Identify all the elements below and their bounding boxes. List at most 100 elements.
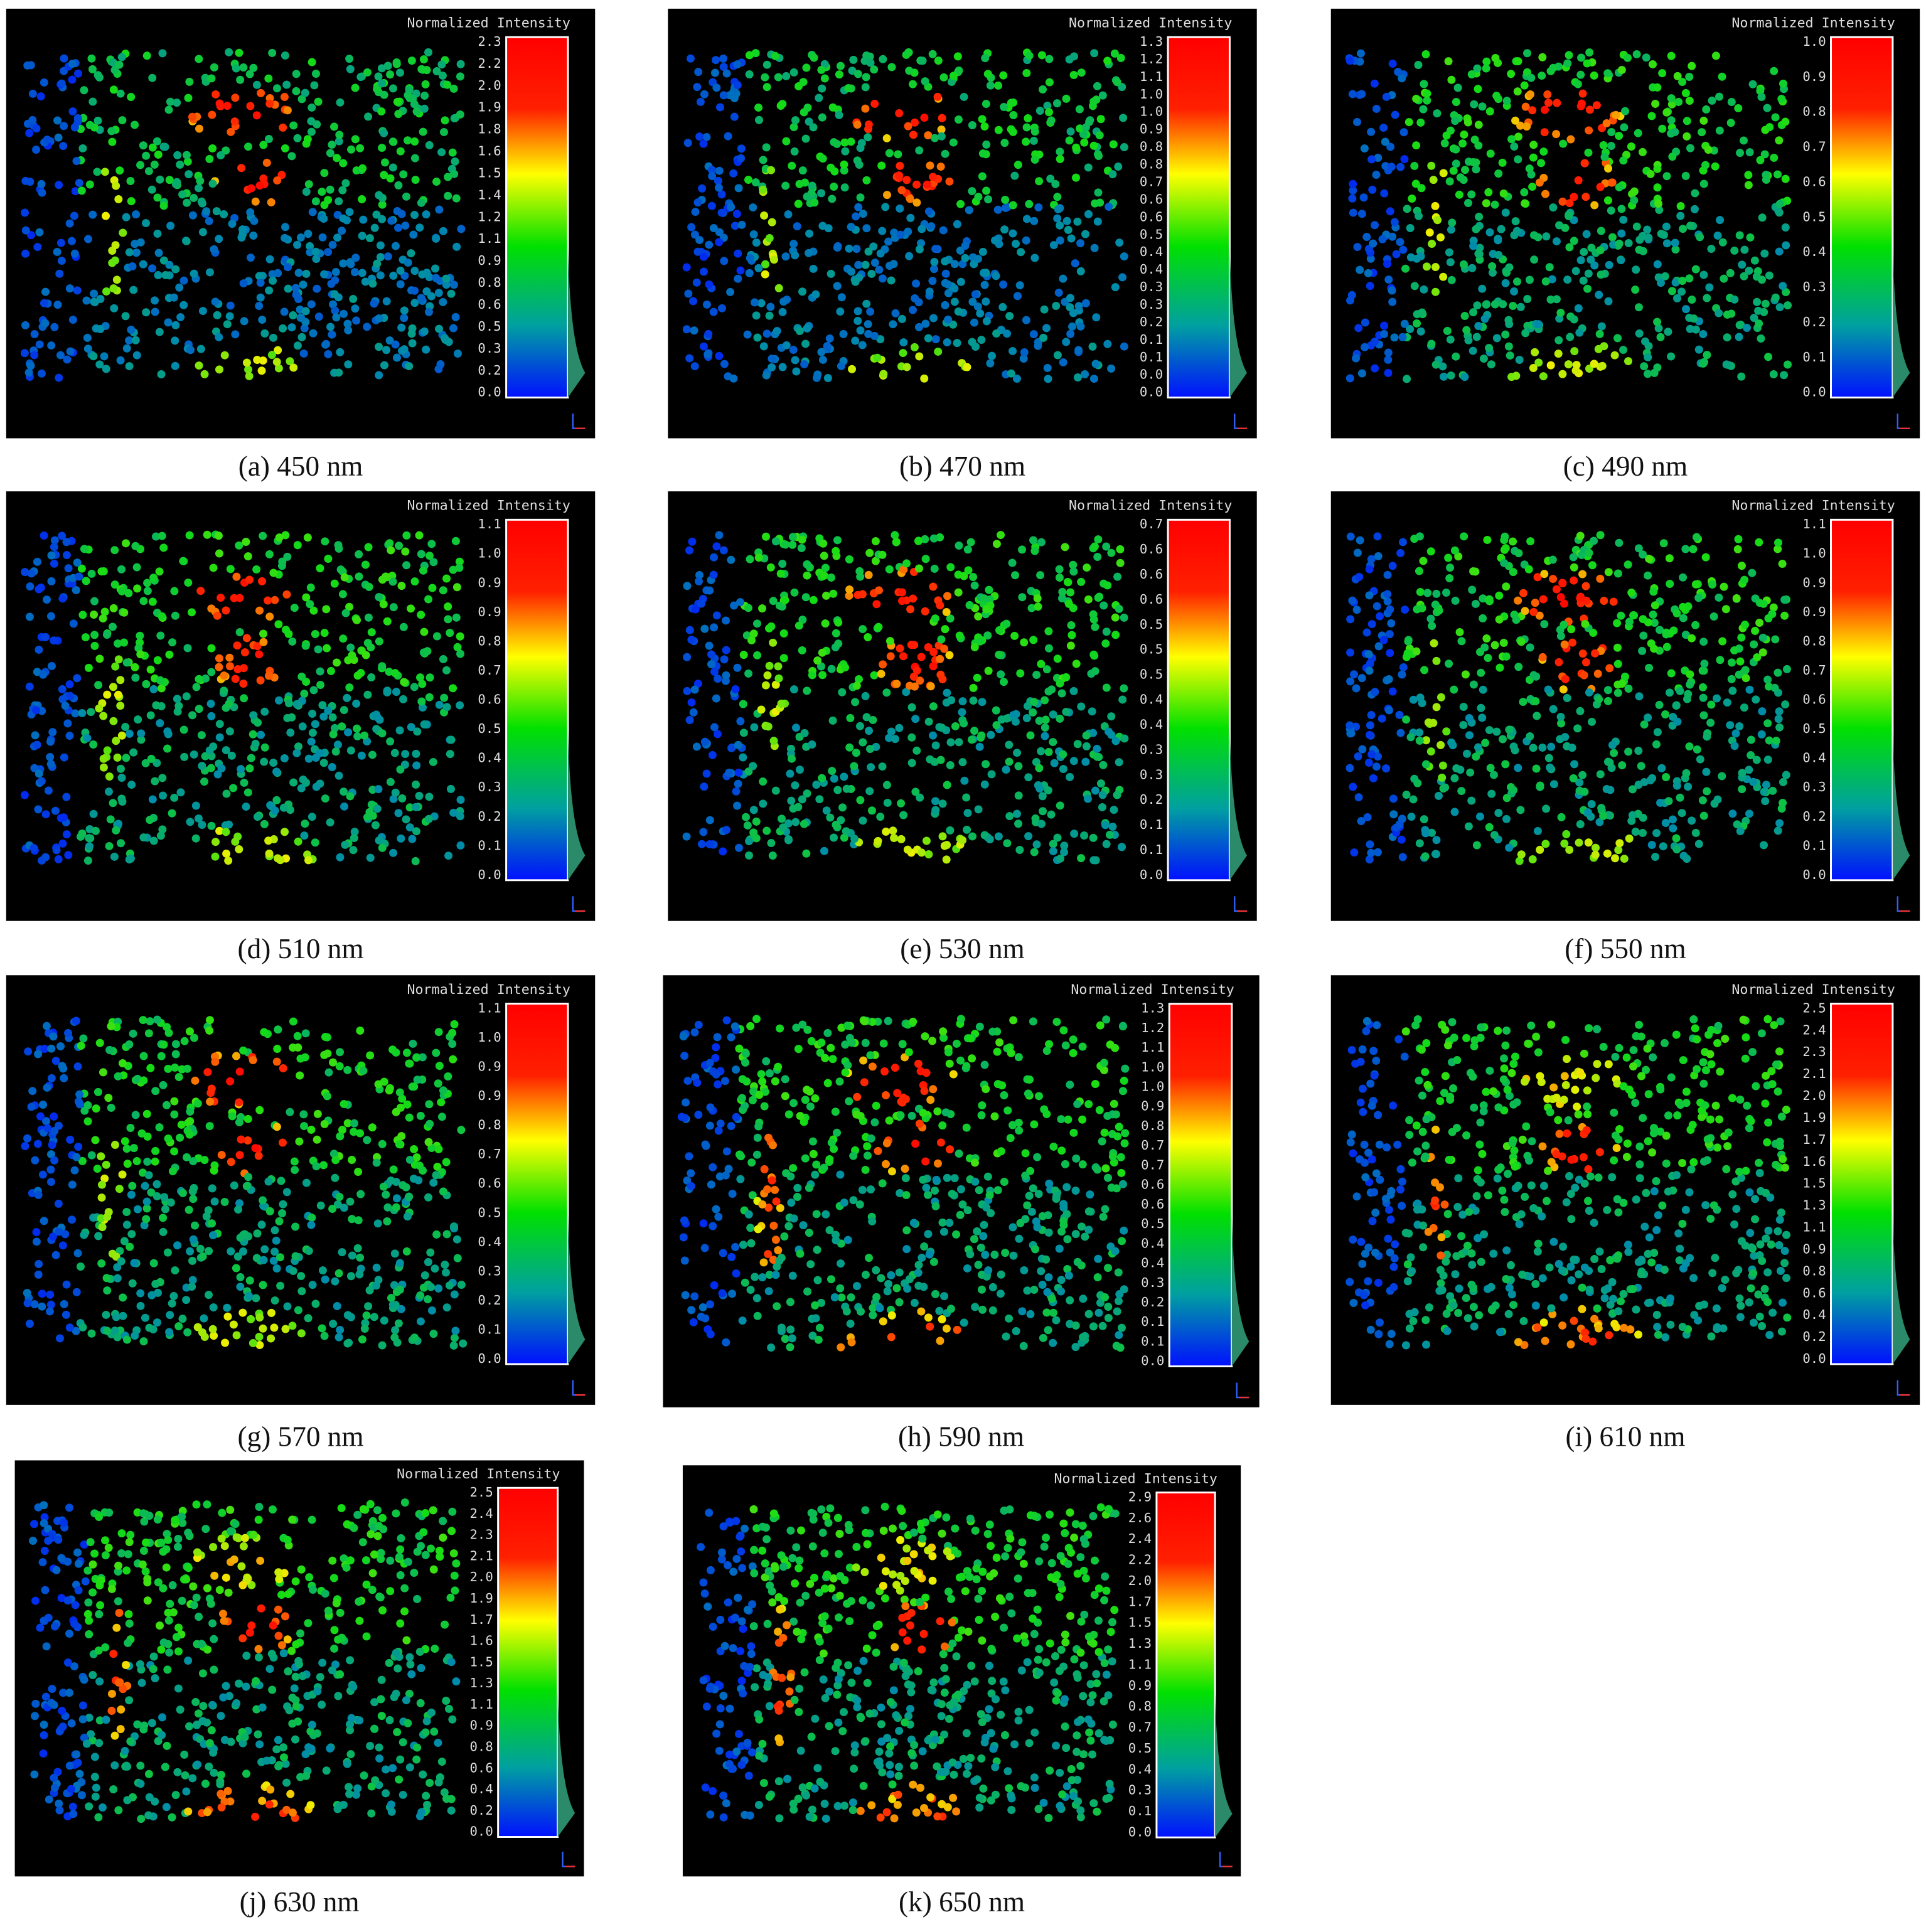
point	[1374, 642, 1383, 651]
point	[225, 662, 234, 671]
point	[417, 198, 425, 207]
point	[358, 232, 366, 240]
point	[292, 749, 301, 757]
point	[1446, 563, 1455, 572]
point	[290, 604, 299, 612]
point	[1045, 55, 1054, 63]
point	[840, 833, 848, 842]
point	[122, 1145, 131, 1153]
point	[746, 555, 754, 563]
point	[201, 752, 210, 761]
point	[1049, 738, 1057, 747]
point	[1080, 831, 1089, 840]
point	[60, 54, 68, 63]
point	[1570, 576, 1578, 585]
point	[25, 1320, 34, 1328]
colorbar-tick-label: 0.0	[478, 867, 501, 882]
point	[1558, 579, 1567, 587]
point	[1452, 764, 1461, 772]
point	[1073, 217, 1082, 226]
point	[1757, 275, 1766, 284]
point	[352, 699, 361, 708]
point	[1511, 217, 1520, 226]
point	[976, 637, 985, 646]
point	[1042, 665, 1051, 674]
point	[1686, 221, 1695, 230]
point	[1033, 594, 1042, 603]
point	[250, 216, 259, 225]
point	[1615, 183, 1624, 191]
point	[803, 104, 812, 112]
point	[1478, 713, 1487, 722]
point	[247, 754, 255, 762]
point	[1505, 843, 1514, 852]
point	[1513, 277, 1522, 286]
point	[1502, 582, 1511, 591]
point	[225, 48, 233, 56]
point	[423, 647, 432, 656]
point	[912, 746, 921, 755]
point	[367, 628, 376, 637]
point	[307, 737, 316, 746]
point	[1366, 840, 1374, 849]
point	[990, 236, 999, 245]
colorbar-tick-label: 0.2	[1140, 792, 1163, 807]
point	[853, 316, 862, 325]
point	[938, 799, 947, 808]
point	[456, 649, 465, 658]
point	[1015, 281, 1024, 290]
point	[282, 590, 291, 599]
point	[395, 542, 404, 550]
point	[131, 120, 139, 129]
point-cloud	[682, 48, 1128, 383]
point	[402, 561, 411, 570]
point	[1490, 641, 1499, 649]
point	[370, 1313, 378, 1321]
point	[1581, 658, 1590, 667]
point	[402, 531, 411, 540]
point	[963, 545, 972, 554]
point	[1755, 319, 1763, 328]
point	[1479, 685, 1487, 694]
point	[388, 84, 397, 93]
point	[833, 786, 842, 794]
point	[159, 201, 168, 210]
point	[1568, 638, 1577, 647]
point	[1415, 839, 1424, 848]
point	[1574, 176, 1583, 184]
point	[145, 1323, 154, 1332]
legend-title: Normalized Intensity	[1731, 15, 1895, 31]
point	[238, 225, 247, 234]
point	[388, 163, 397, 172]
point	[405, 362, 414, 371]
point	[1450, 808, 1459, 816]
point	[691, 208, 700, 216]
point	[1630, 611, 1638, 620]
point	[48, 728, 57, 737]
point	[281, 144, 289, 152]
point	[304, 754, 313, 763]
point	[188, 1187, 197, 1196]
point	[1482, 57, 1491, 66]
point	[200, 1314, 208, 1323]
point	[435, 700, 444, 709]
point	[367, 673, 376, 682]
point	[434, 289, 443, 297]
point	[95, 1038, 104, 1047]
point	[1748, 80, 1757, 88]
point	[943, 688, 951, 697]
point	[1029, 136, 1038, 145]
point	[1053, 833, 1062, 842]
point	[297, 1329, 306, 1338]
point	[1366, 282, 1374, 291]
point	[818, 154, 827, 163]
point	[1366, 254, 1375, 263]
point	[1639, 247, 1647, 255]
point	[779, 654, 788, 663]
point	[1753, 297, 1762, 306]
point	[102, 1160, 110, 1169]
point	[120, 608, 129, 617]
point	[256, 279, 265, 287]
point	[1713, 231, 1722, 240]
point	[1667, 51, 1676, 60]
